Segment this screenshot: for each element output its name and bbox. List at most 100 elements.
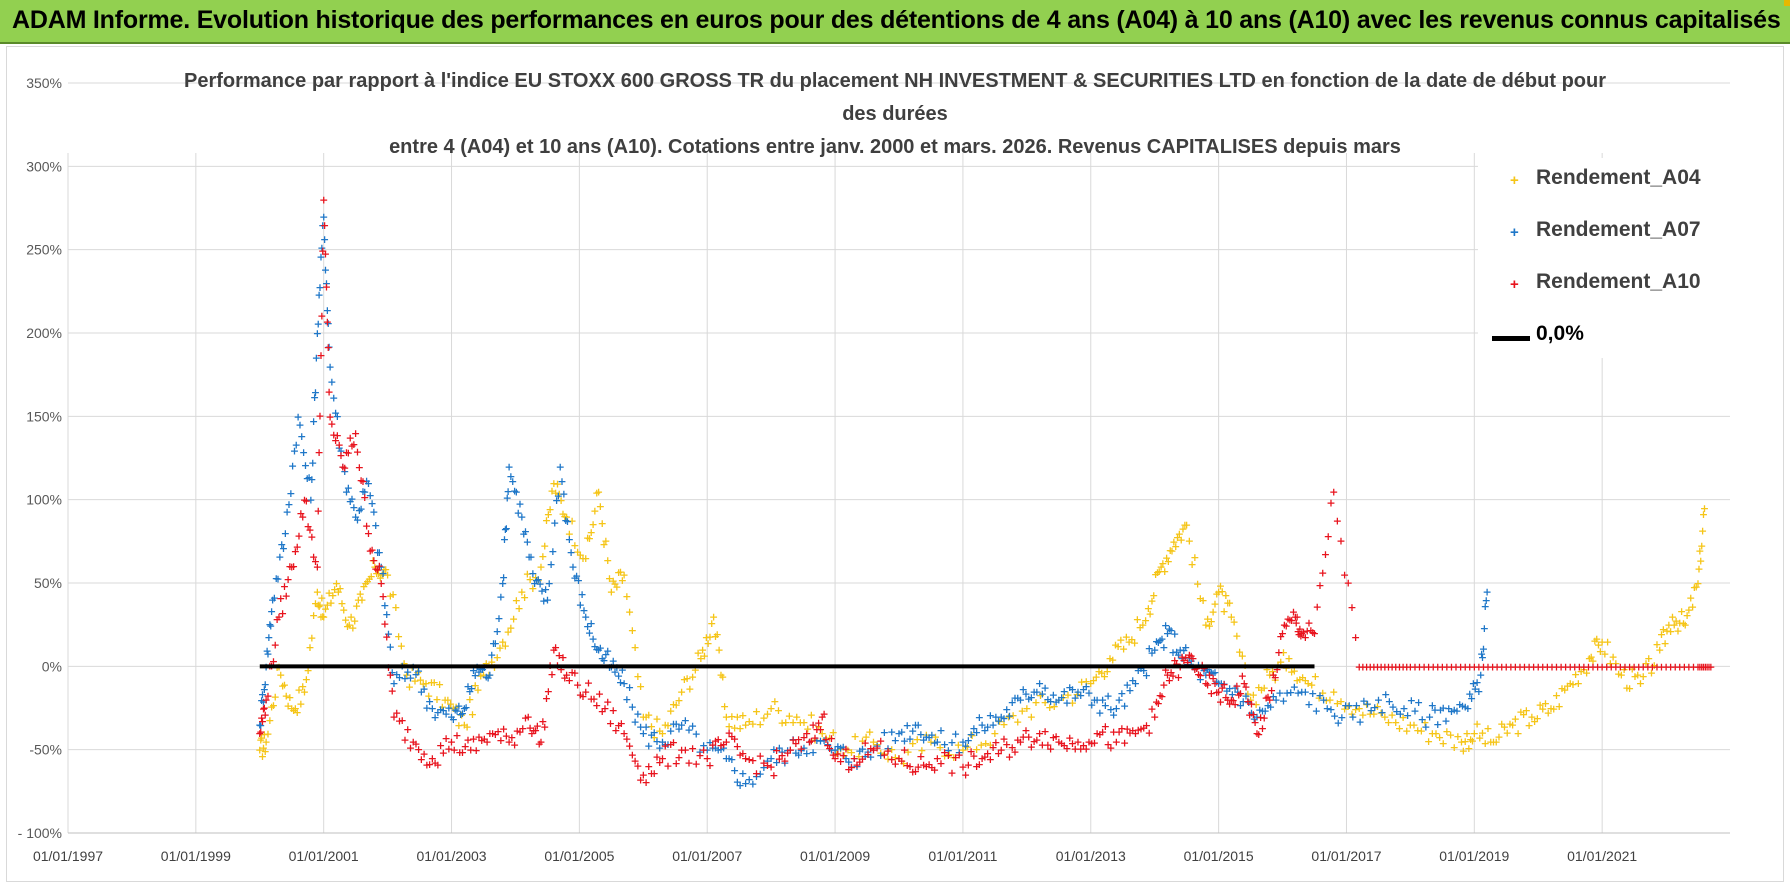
data-point: + bbox=[1162, 552, 1171, 565]
data-point: + bbox=[428, 702, 437, 715]
data-point: + bbox=[681, 714, 690, 727]
data-point: + bbox=[525, 551, 534, 564]
data-point: + bbox=[255, 744, 264, 757]
data-point: + bbox=[1216, 696, 1225, 709]
data-point: + bbox=[650, 767, 659, 780]
data-point: + bbox=[738, 747, 747, 760]
data-point: + bbox=[338, 460, 347, 473]
data-point: + bbox=[1461, 700, 1470, 713]
data-point: + bbox=[799, 716, 808, 729]
banner-title: ADAM Informe. Evolution historique des p… bbox=[12, 6, 1781, 34]
data-point: + bbox=[1160, 565, 1169, 578]
data-point: + bbox=[1524, 719, 1533, 732]
data-point: + bbox=[438, 701, 447, 714]
data-point: + bbox=[1406, 719, 1415, 732]
data-point: + bbox=[1373, 700, 1382, 713]
data-point: + bbox=[847, 761, 856, 774]
data-point: + bbox=[1706, 660, 1715, 673]
data-point: + bbox=[306, 494, 315, 507]
data-point: + bbox=[300, 494, 309, 507]
data-point: + bbox=[1030, 686, 1039, 699]
data-point: + bbox=[1659, 623, 1668, 636]
data-point: + bbox=[558, 651, 567, 664]
data-point: + bbox=[344, 481, 353, 494]
data-point: + bbox=[1177, 652, 1186, 665]
data-point: + bbox=[311, 555, 320, 568]
data-point: + bbox=[394, 630, 403, 643]
data-point: + bbox=[1684, 603, 1693, 616]
data-point: + bbox=[447, 735, 456, 748]
data-point: + bbox=[1187, 655, 1196, 668]
data-point: + bbox=[458, 707, 467, 720]
data-point: + bbox=[1201, 677, 1210, 690]
data-point: + bbox=[1051, 695, 1060, 708]
data-point: + bbox=[1469, 677, 1478, 690]
data-point: + bbox=[367, 544, 376, 557]
data-point: + bbox=[1119, 642, 1128, 655]
data-point: + bbox=[883, 752, 892, 765]
data-point: + bbox=[1666, 660, 1675, 673]
data-point: + bbox=[858, 753, 867, 766]
data-point: + bbox=[1695, 660, 1704, 673]
data-point: + bbox=[308, 457, 317, 470]
data-point: + bbox=[579, 604, 588, 617]
data-point: + bbox=[1177, 650, 1186, 663]
data-point: + bbox=[927, 761, 936, 774]
data-point: + bbox=[922, 760, 931, 773]
data-point: + bbox=[536, 577, 545, 590]
data-point: + bbox=[788, 734, 797, 747]
data-point: + bbox=[1076, 689, 1085, 702]
data-point: + bbox=[818, 727, 827, 740]
data-point: + bbox=[745, 753, 754, 766]
data-point: + bbox=[257, 712, 266, 725]
data-point: + bbox=[820, 707, 829, 720]
data-point: + bbox=[1139, 722, 1148, 735]
data-point: + bbox=[735, 722, 744, 735]
data-point: + bbox=[1318, 566, 1327, 579]
data-point: + bbox=[655, 742, 664, 755]
data-point: + bbox=[908, 724, 917, 737]
data-point: + bbox=[1616, 660, 1625, 673]
data-point: + bbox=[1514, 727, 1523, 740]
data-point: + bbox=[420, 682, 429, 695]
data-point: + bbox=[1625, 660, 1634, 673]
data-point: + bbox=[894, 752, 903, 765]
data-point: + bbox=[316, 349, 325, 362]
data-point: + bbox=[913, 733, 922, 746]
data-point: + bbox=[1155, 565, 1164, 578]
data-point: + bbox=[603, 554, 612, 567]
data-point: + bbox=[847, 746, 856, 759]
data-point: + bbox=[1409, 718, 1418, 731]
data-point: + bbox=[501, 640, 510, 653]
data-point: + bbox=[585, 627, 594, 640]
data-point: + bbox=[1112, 735, 1121, 748]
data-point: + bbox=[1141, 614, 1150, 627]
data-point: + bbox=[603, 645, 612, 658]
data-point: + bbox=[666, 704, 675, 717]
data-point: + bbox=[357, 503, 366, 516]
data-point: + bbox=[1082, 743, 1091, 756]
data-point: + bbox=[609, 704, 618, 717]
data-point: + bbox=[1392, 705, 1401, 718]
data-point: + bbox=[307, 530, 316, 543]
data-point: + bbox=[389, 677, 398, 690]
data-point: + bbox=[1430, 703, 1439, 716]
data-point: + bbox=[1657, 628, 1666, 641]
data-point: + bbox=[1060, 685, 1069, 698]
data-point: + bbox=[374, 567, 383, 580]
data-point: + bbox=[356, 587, 365, 600]
data-point: + bbox=[825, 732, 834, 745]
data-point: + bbox=[986, 753, 995, 766]
data-point: + bbox=[256, 725, 265, 738]
data-point: + bbox=[1260, 712, 1269, 725]
data-point: + bbox=[972, 743, 981, 756]
data-point: + bbox=[523, 568, 532, 581]
data-point: + bbox=[1466, 733, 1475, 746]
data-point: + bbox=[1582, 666, 1591, 679]
data-point: + bbox=[1690, 581, 1699, 594]
data-point: + bbox=[1421, 721, 1430, 734]
data-point: + bbox=[324, 341, 333, 354]
data-point: + bbox=[911, 719, 920, 732]
data-point: + bbox=[674, 751, 683, 764]
y-tick-label: 150% bbox=[26, 408, 62, 424]
